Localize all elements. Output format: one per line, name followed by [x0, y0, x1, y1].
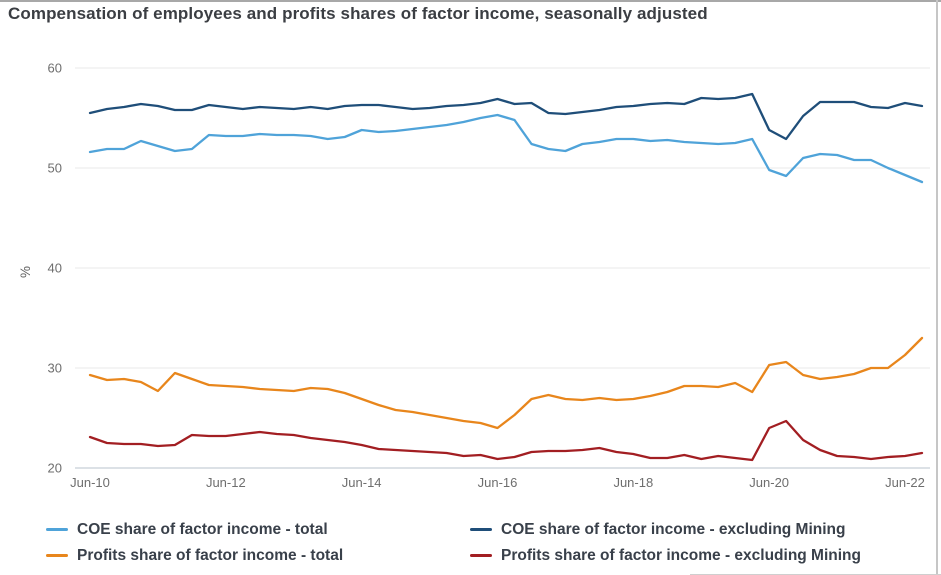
x-tick-label: Jun-20 — [749, 475, 789, 490]
y-tick-label: 40 — [48, 261, 62, 276]
y-tick-label: 20 — [48, 461, 62, 476]
x-tick-label: Jun-16 — [478, 475, 518, 490]
line-chart: 20 30 40 50 60% Jun-10 Jun-12 Jun-14 Jun-16 Jun-1… — [18, 61, 930, 490]
series-line-1 — [88, 92, 924, 141]
profits-total-line-swatch-icon — [46, 553, 68, 558]
window-right-border — [936, 0, 938, 575]
chart-title: Compensation of employees and profits sh… — [8, 4, 708, 23]
legend-item-coe-total: COE share of factor income - total — [46, 518, 466, 541]
legend-label: COE share of factor income - total — [77, 520, 328, 538]
x-tick-label: Jun-10 — [70, 475, 110, 490]
legend-label: Profits share of factor income - total — [77, 546, 344, 564]
series-line-0 — [88, 113, 924, 184]
window-top-border — [0, 0, 941, 2]
y-tick-label: 60 — [48, 61, 62, 76]
legend-label: COE share of factor income - excluding M… — [501, 520, 846, 538]
legend-item-profits-total: Profits share of factor income - total — [46, 544, 466, 567]
profits-excl-mining-line-swatch-icon — [470, 553, 492, 558]
legend-item-coe-excl-mining: COE share of factor income - excluding M… — [470, 518, 906, 541]
y-tick-label: 30 — [48, 361, 62, 376]
x-tick-label: Jun-18 — [613, 475, 653, 490]
series-line-3 — [88, 419, 924, 462]
y-tick-label: 50 — [48, 161, 62, 176]
coe-excl-mining-line-swatch-icon — [470, 527, 492, 532]
coe-total-line-swatch-icon — [46, 527, 68, 532]
y-axis-label: % — [18, 266, 33, 278]
legend-item-profits-excl-mining: Profits share of factor income - excludi… — [470, 544, 906, 567]
series-line-2 — [88, 336, 924, 430]
x-tick-label: Jun-14 — [342, 475, 382, 490]
legend-label: Profits share of factor income - excludi… — [501, 546, 861, 564]
x-tick-label: Jun-12 — [206, 475, 246, 490]
chart-legend: COE share of factor income - total COE s… — [46, 518, 906, 567]
x-tick-label: Jun-22 — [885, 475, 925, 490]
